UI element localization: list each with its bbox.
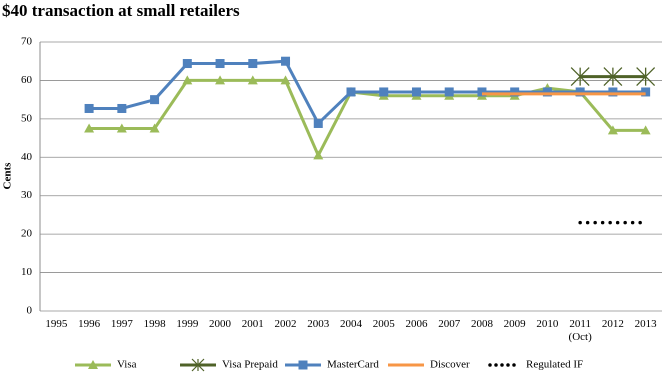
y-axis-label: Cents	[2, 162, 14, 190]
marker	[570, 67, 590, 87]
x-tick-label: 2006	[405, 318, 428, 330]
y-tick-label: 50	[21, 112, 33, 124]
legend-label: Regulated IF	[526, 359, 583, 371]
y-tick-label: 40	[21, 151, 33, 163]
marker	[379, 87, 389, 97]
x-tick-label: 2005	[372, 318, 395, 330]
legend-marker	[191, 358, 205, 372]
series-line	[89, 59, 646, 126]
legend-marker	[88, 360, 98, 369]
marker	[346, 87, 356, 97]
marker	[603, 67, 623, 87]
chart-title: $40 transaction at small retailers	[2, 1, 240, 20]
marker	[247, 75, 258, 85]
marker	[641, 87, 651, 97]
marker	[182, 59, 192, 69]
x-tick-label: 1995	[45, 318, 68, 330]
legend-label: MasterCard	[327, 359, 379, 371]
y-tick-label: 10	[21, 266, 33, 278]
marker	[411, 87, 421, 97]
series-line	[89, 78, 646, 159]
marker	[117, 103, 127, 113]
legend-label: Visa Prepaid	[222, 359, 278, 371]
marker	[281, 56, 291, 66]
x-tick-label: 1997	[110, 318, 133, 330]
y-tick-label: 0	[27, 305, 33, 317]
marker	[542, 87, 552, 97]
marker	[575, 87, 585, 97]
x-tick-label: 2004	[340, 318, 362, 330]
x-tick-label: 2013	[634, 318, 657, 330]
x-tick-label: 2011 (Oct)	[568, 318, 592, 343]
x-tick-label: 2003	[307, 318, 330, 330]
marker	[636, 67, 656, 87]
x-tick-label: 2001	[241, 318, 264, 330]
marker	[248, 59, 258, 69]
x-tick-label: 1996	[78, 318, 101, 330]
marker	[182, 75, 193, 85]
x-tick-label: 2008	[470, 318, 493, 330]
marker	[149, 123, 160, 133]
x-tick-label: 2010	[536, 318, 559, 330]
marker	[477, 87, 487, 97]
marker	[607, 125, 618, 135]
x-tick-label: 2000	[209, 318, 232, 330]
marker	[313, 150, 324, 160]
marker	[313, 118, 323, 128]
y-tick-label: 20	[21, 228, 33, 240]
y-tick-label: 30	[21, 189, 33, 201]
x-tick-label: 2002	[274, 318, 297, 330]
marker	[608, 87, 618, 97]
legend-label: Visa	[117, 359, 137, 371]
y-tick-label: 70	[21, 36, 33, 48]
marker	[215, 59, 225, 69]
x-tick-label: 2012	[601, 318, 624, 330]
x-tick-label: 1999	[176, 318, 199, 330]
marker	[84, 103, 94, 113]
x-tick-label: 2009	[503, 318, 526, 330]
marker	[215, 75, 226, 85]
marker	[280, 75, 291, 85]
marker	[116, 123, 127, 133]
y-tick-label: 60	[21, 74, 33, 86]
marker	[444, 87, 454, 97]
marker	[84, 123, 95, 133]
legend-marker	[298, 360, 308, 370]
marker	[640, 125, 651, 135]
marker	[150, 95, 160, 105]
x-tick-label: 2007	[438, 318, 461, 330]
x-tick-label: 1998	[143, 318, 166, 330]
marker	[510, 87, 520, 97]
legend-label: Discover	[430, 359, 470, 371]
